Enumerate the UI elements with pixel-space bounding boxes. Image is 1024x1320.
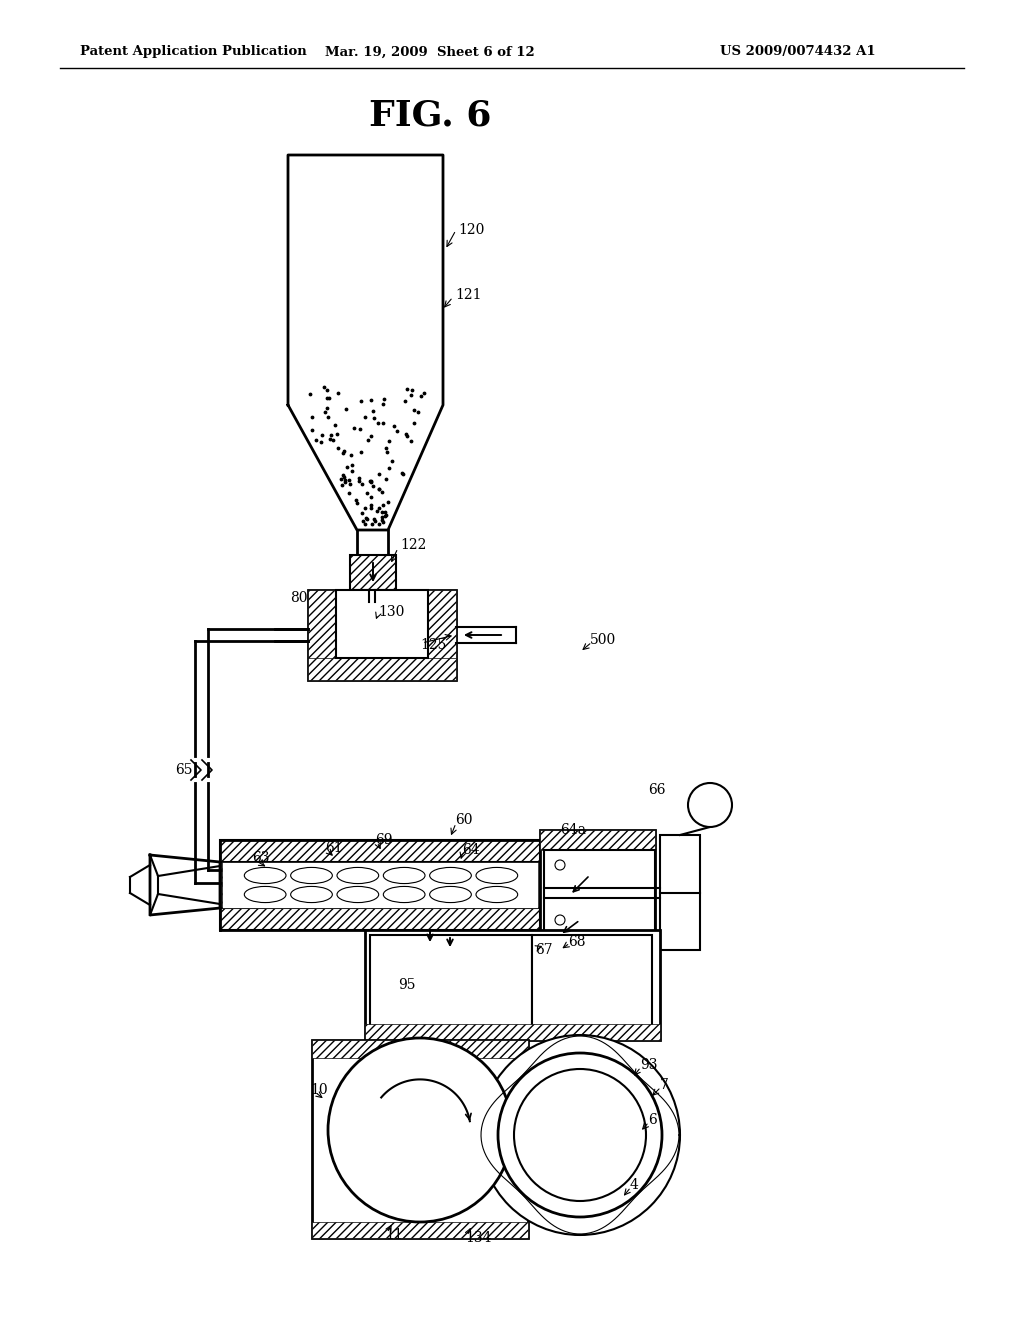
Bar — [365, 931, 660, 1040]
Bar — [308, 657, 456, 680]
Text: 93: 93 — [640, 1059, 657, 1072]
Text: 67: 67 — [535, 942, 553, 957]
Polygon shape — [368, 601, 376, 610]
Text: 6: 6 — [648, 1113, 656, 1127]
Text: 80: 80 — [290, 591, 307, 605]
Bar — [540, 830, 655, 954]
Bar — [532, 935, 652, 1035]
Text: 500: 500 — [590, 634, 616, 647]
Ellipse shape — [245, 887, 286, 903]
Ellipse shape — [430, 887, 471, 903]
Bar — [308, 590, 456, 680]
Bar — [222, 862, 538, 908]
Bar — [540, 830, 655, 850]
Bar — [336, 590, 428, 657]
Text: 64: 64 — [462, 843, 479, 857]
Bar — [312, 1040, 528, 1238]
Bar — [544, 850, 655, 935]
Ellipse shape — [337, 887, 379, 903]
Circle shape — [514, 1069, 646, 1201]
Bar — [312, 1222, 528, 1238]
Text: 11: 11 — [385, 1228, 402, 1242]
Text: FIG. 6: FIG. 6 — [369, 98, 492, 132]
Text: 7: 7 — [660, 1078, 669, 1092]
Text: 64a: 64a — [560, 822, 586, 837]
Circle shape — [498, 1053, 662, 1217]
Bar — [222, 862, 538, 908]
Text: 60: 60 — [455, 813, 472, 828]
Bar — [370, 935, 532, 1035]
Bar — [540, 935, 655, 954]
Text: 65: 65 — [175, 763, 193, 777]
Ellipse shape — [476, 887, 518, 903]
Ellipse shape — [291, 867, 333, 883]
Circle shape — [555, 861, 565, 870]
Text: 130: 130 — [378, 605, 404, 619]
Text: 95: 95 — [398, 978, 416, 993]
Bar — [428, 590, 456, 680]
Text: 4: 4 — [630, 1177, 639, 1192]
Text: 122: 122 — [400, 539, 426, 552]
Text: 134: 134 — [465, 1232, 492, 1245]
Text: 10: 10 — [310, 1082, 328, 1097]
Text: 61: 61 — [325, 841, 343, 855]
Text: Mar. 19, 2009  Sheet 6 of 12: Mar. 19, 2009 Sheet 6 of 12 — [326, 45, 535, 58]
Text: Patent Application Publication: Patent Application Publication — [80, 45, 307, 58]
Text: 121: 121 — [455, 288, 481, 302]
Ellipse shape — [476, 867, 518, 883]
Text: 125: 125 — [420, 638, 446, 652]
Circle shape — [555, 915, 565, 925]
Ellipse shape — [337, 867, 379, 883]
Bar — [220, 840, 540, 862]
Text: 120: 120 — [458, 223, 484, 238]
Text: 63: 63 — [252, 851, 269, 865]
Bar — [220, 908, 540, 931]
Bar — [660, 836, 700, 950]
Circle shape — [688, 783, 732, 828]
Ellipse shape — [383, 887, 425, 903]
Bar — [350, 554, 396, 590]
Circle shape — [328, 1038, 512, 1222]
Ellipse shape — [383, 867, 425, 883]
Text: US 2009/0074432 A1: US 2009/0074432 A1 — [720, 45, 876, 58]
Circle shape — [480, 1035, 680, 1236]
Bar — [312, 1040, 528, 1059]
Text: 68: 68 — [568, 935, 586, 949]
Bar — [365, 1024, 660, 1040]
Ellipse shape — [430, 867, 471, 883]
Bar — [308, 590, 336, 680]
Text: 66: 66 — [648, 783, 666, 797]
Ellipse shape — [245, 867, 286, 883]
Ellipse shape — [291, 887, 333, 903]
Text: 69: 69 — [375, 833, 392, 847]
